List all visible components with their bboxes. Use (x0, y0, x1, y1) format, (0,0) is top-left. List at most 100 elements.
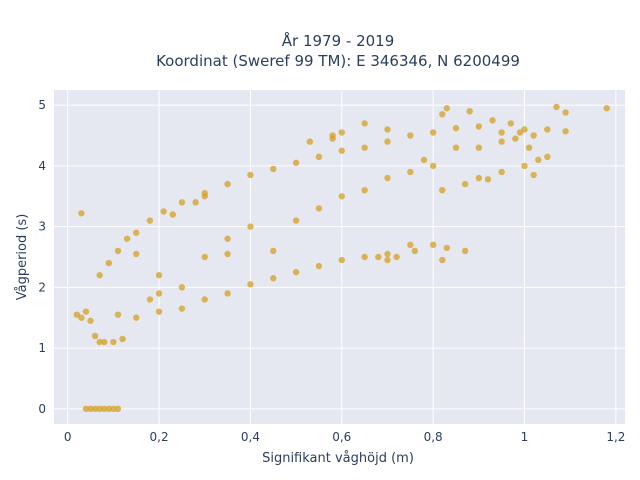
scatter-point (329, 135, 336, 142)
scatter-point (169, 211, 176, 218)
scatter-point (407, 132, 414, 139)
scatter-point (338, 193, 345, 200)
scatter-point (178, 284, 186, 291)
scatter-point (178, 305, 186, 312)
scatter-point (270, 275, 277, 282)
scatter-point (87, 405, 94, 413)
chart-title-line-2: Koordinat (Sweref 99 TM): E 346346, N 62… (156, 52, 520, 70)
scatter-point (315, 262, 323, 270)
scatter-point (114, 405, 122, 413)
scatter-point (338, 129, 345, 136)
scatter-point (270, 247, 277, 255)
scatter-point (306, 138, 314, 145)
scatter-point (247, 281, 254, 288)
scatter-point (78, 314, 85, 321)
scatter-point (78, 210, 85, 217)
x-axis-title: Signifikant våghöjd (m) (262, 451, 414, 466)
scatter-point (105, 259, 113, 267)
scatter-point (429, 241, 437, 249)
scatter-point (315, 205, 323, 212)
scatter-point (87, 317, 94, 324)
scatter-point (270, 165, 277, 173)
scatter-point (201, 253, 208, 261)
scatter-point (160, 208, 167, 215)
scatter-point (429, 129, 437, 136)
scatter-point (361, 253, 368, 261)
scatter-point (110, 405, 117, 413)
scatter-point (562, 109, 569, 116)
scatter-point (439, 111, 446, 118)
scatter-point (439, 187, 446, 194)
scatter-point (407, 241, 414, 249)
scatter-point (521, 162, 528, 170)
scatter-point (452, 125, 460, 132)
scatter-point (521, 126, 528, 133)
scatter-point (507, 120, 514, 127)
scatter-point (484, 176, 492, 183)
plot-area (54, 90, 625, 424)
scatter-point (498, 168, 505, 176)
scatter-point (443, 244, 451, 252)
scatter-point (133, 250, 140, 258)
scatter-point (114, 311, 122, 318)
scatter-point (439, 256, 446, 264)
scatter-point (315, 153, 323, 160)
scatter-point (498, 138, 505, 145)
scatter-point (292, 268, 300, 276)
scatter-point (452, 144, 460, 151)
scatter-point (461, 180, 469, 188)
scatter-point (361, 120, 368, 127)
scatter-point (530, 132, 537, 139)
scatter-point (361, 187, 368, 194)
scatter-point (544, 153, 551, 160)
scatter-point (553, 103, 560, 111)
scatter-points (73, 103, 610, 413)
scatter-point (155, 308, 163, 315)
scatter-point (384, 250, 391, 258)
scatter-point (247, 223, 254, 230)
scatter-point (247, 171, 254, 179)
scatter-point (512, 135, 519, 142)
x-tick-label: 1 (521, 430, 529, 444)
scatter-point (475, 174, 483, 182)
scatter-point (178, 199, 186, 206)
scatter-point (498, 129, 505, 136)
scatter-point (133, 229, 140, 236)
y-tick-label: 0 (38, 402, 46, 416)
y-tick-label: 1 (38, 341, 46, 355)
scatter-point (420, 156, 428, 164)
scatter-point (461, 247, 469, 255)
scatter-point (110, 338, 117, 346)
scatter-point (82, 405, 90, 413)
scatter-point (105, 405, 113, 413)
scatter-point (82, 308, 90, 315)
scatter-point (146, 296, 154, 303)
scatter-point (475, 123, 483, 130)
x-tick-label: 0,8 (424, 430, 443, 444)
scatter-point (155, 290, 163, 297)
scatter-point (375, 253, 382, 261)
scatter-point (201, 296, 208, 303)
scatter-point (338, 256, 345, 264)
scatter-point (411, 247, 419, 255)
scatter-point (73, 311, 81, 318)
scatter-point (603, 105, 610, 112)
scatter-point (407, 168, 414, 176)
scatter-point (530, 171, 537, 179)
scatter-point (384, 126, 391, 133)
chart-title-line-1: År 1979 - 2019 (282, 31, 395, 50)
scatter-point (123, 235, 131, 242)
y-tick-labels: 0 1 2 3 4 5 (38, 98, 46, 416)
scatter-point (292, 159, 300, 167)
scatter-point (466, 108, 473, 115)
y-tick-label: 2 (38, 280, 46, 294)
x-tick-label: 0 (64, 430, 72, 444)
scatter-point (224, 235, 231, 242)
scatter-point (384, 138, 391, 145)
scatter-point (544, 126, 551, 133)
scatter-point (146, 217, 154, 224)
x-tick-label: 1,2 (606, 430, 625, 444)
y-tick-label: 3 (38, 220, 46, 234)
scatter-point (384, 174, 391, 182)
